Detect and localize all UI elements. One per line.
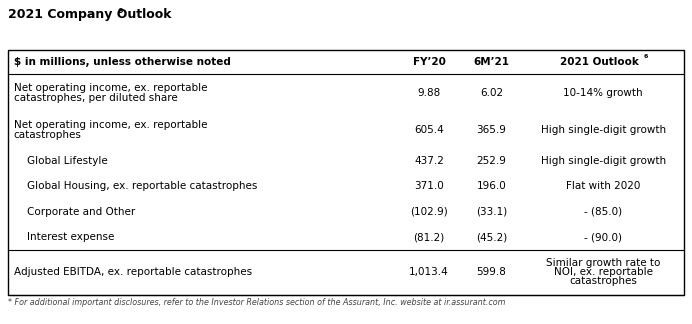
Text: (45.2): (45.2) xyxy=(475,232,507,242)
Text: 365.9: 365.9 xyxy=(476,125,507,135)
Text: catastrophes: catastrophes xyxy=(14,130,82,140)
Text: * For additional important disclosures, refer to the Investor Relations section : * For additional important disclosures, … xyxy=(8,298,506,307)
Text: catastrophes: catastrophes xyxy=(569,276,637,286)
Text: Adjusted EBITDA, ex. reportable catastrophes: Adjusted EBITDA, ex. reportable catastro… xyxy=(14,267,252,277)
Text: Global Lifestyle: Global Lifestyle xyxy=(14,156,107,166)
Text: 252.9: 252.9 xyxy=(476,156,507,166)
Text: 371.0: 371.0 xyxy=(415,181,444,191)
Text: 437.2: 437.2 xyxy=(414,156,444,166)
Text: catastrophes, per diluted share: catastrophes, per diluted share xyxy=(14,93,178,103)
Text: Interest expense: Interest expense xyxy=(14,232,114,242)
Text: 2021 Outlook: 2021 Outlook xyxy=(561,57,639,67)
Text: Net operating income, ex. reportable: Net operating income, ex. reportable xyxy=(14,120,208,130)
Text: FY’20: FY’20 xyxy=(412,57,446,67)
Text: 1,013.4: 1,013.4 xyxy=(409,267,449,277)
Text: High single-digit growth: High single-digit growth xyxy=(540,125,666,135)
Text: Flat with 2020: Flat with 2020 xyxy=(566,181,640,191)
Text: 10-14% growth: 10-14% growth xyxy=(563,88,643,98)
Bar xyxy=(8,50,684,295)
Text: Global Housing, ex. reportable catastrophes: Global Housing, ex. reportable catastrop… xyxy=(14,181,257,191)
Text: $ in millions, unless otherwise noted: $ in millions, unless otherwise noted xyxy=(14,57,230,67)
Text: NOI, ex. reportable: NOI, ex. reportable xyxy=(554,267,653,277)
Text: Similar growth rate to: Similar growth rate to xyxy=(546,258,660,268)
Text: (33.1): (33.1) xyxy=(475,207,507,217)
Text: Net operating income, ex. reportable: Net operating income, ex. reportable xyxy=(14,83,208,93)
Text: 6: 6 xyxy=(118,8,123,14)
Text: 605.4: 605.4 xyxy=(415,125,444,135)
Text: High single-digit growth: High single-digit growth xyxy=(540,156,666,166)
Text: 196.0: 196.0 xyxy=(477,181,506,191)
Text: 6M’21: 6M’21 xyxy=(473,57,509,67)
Text: 6.02: 6.02 xyxy=(480,88,503,98)
Text: 6: 6 xyxy=(644,53,648,59)
Text: 2021 Company Outlook: 2021 Company Outlook xyxy=(8,8,172,21)
Text: - (85.0): - (85.0) xyxy=(584,207,622,217)
Text: Corporate and Other: Corporate and Other xyxy=(14,207,135,217)
Text: (81.2): (81.2) xyxy=(413,232,445,242)
Text: - (90.0): - (90.0) xyxy=(584,232,622,242)
Text: (102.9): (102.9) xyxy=(410,207,448,217)
Text: 9.88: 9.88 xyxy=(417,88,441,98)
Text: 599.8: 599.8 xyxy=(476,267,507,277)
